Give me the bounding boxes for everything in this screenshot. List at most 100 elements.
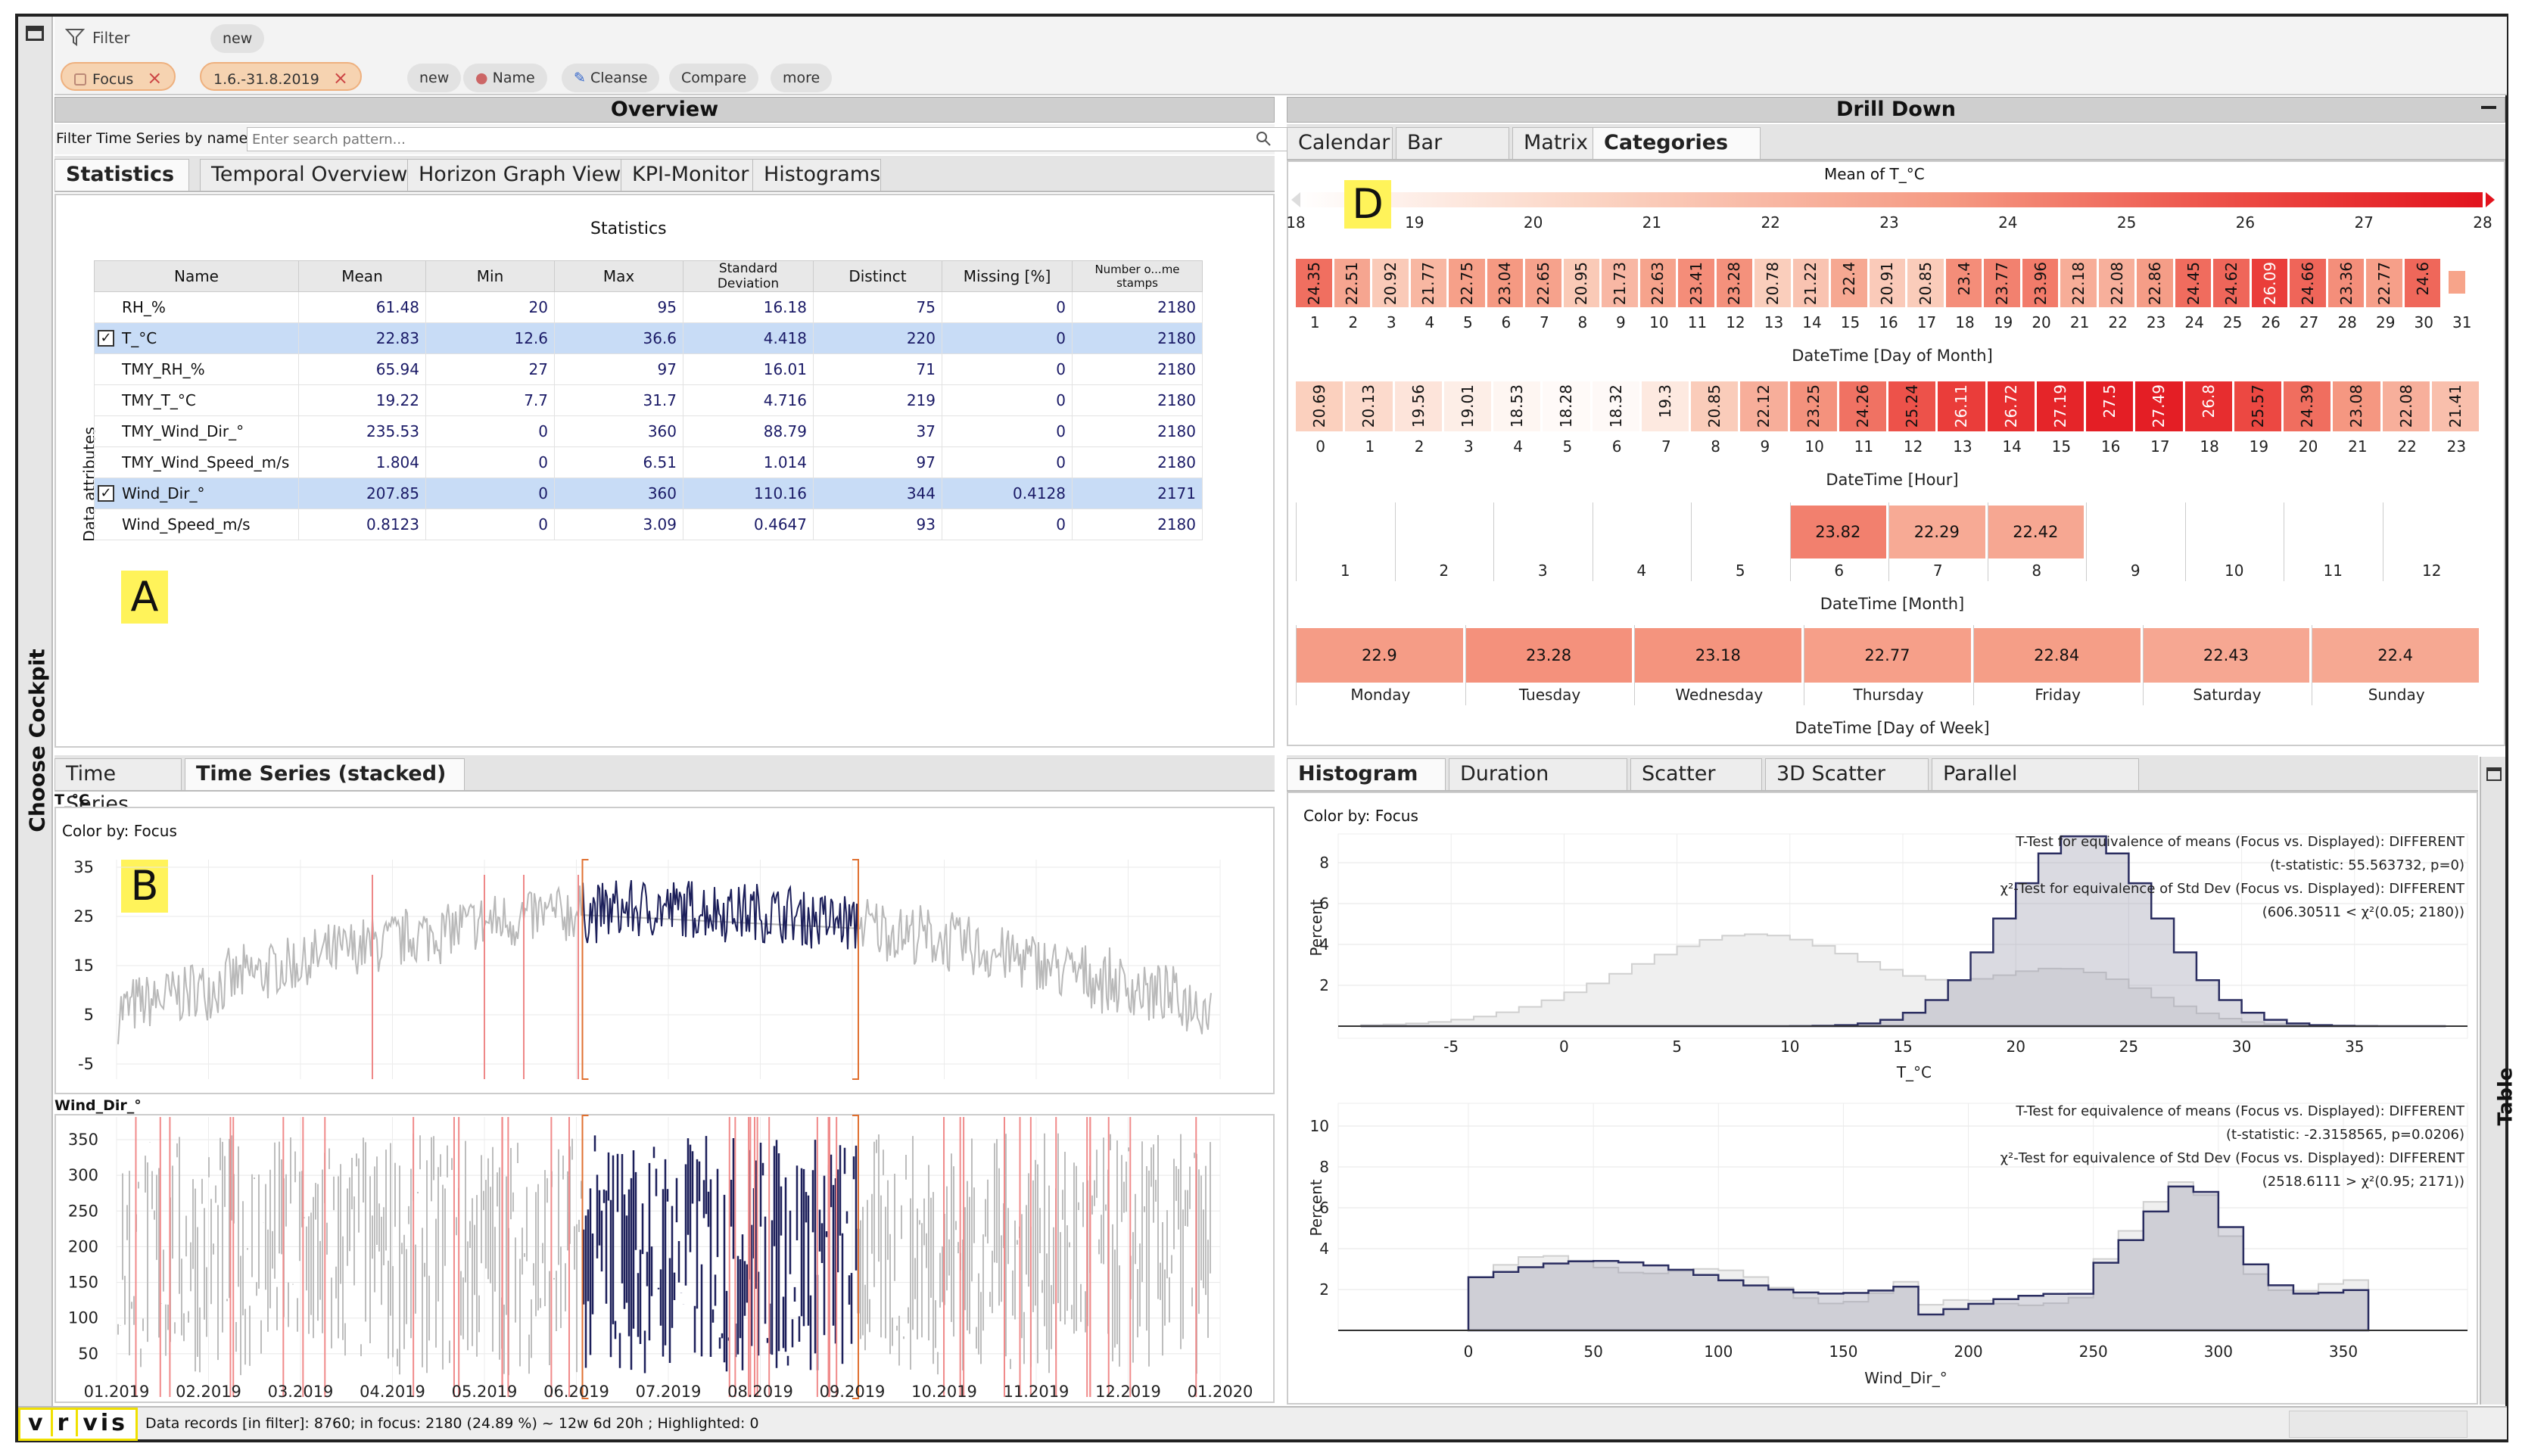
table-row[interactable]: Wind_Speed_m/s 0.8123 0 3.09 0.4647 93 0 2180 [94,509,1203,540]
table-row[interactable]: RH_% 61.48 20 95 16.18 75 0 2180 [94,291,1203,323]
category-cell[interactable]: 26.11 [1938,381,1985,431]
new-button[interactable]: new [407,64,462,92]
category-cell[interactable]: 22.08 [2382,381,2430,431]
compare-button[interactable]: Compare [669,64,759,92]
category-cell[interactable]: 22.43 [2142,628,2310,683]
category-cell[interactable]: 22.77 [1804,628,1971,683]
category-cell[interactable]: 22.84 [1972,628,2141,683]
tab-histograms[interactable]: Histograms [752,159,881,191]
cockpit-sidebar[interactable]: Choose Cockpit [18,17,53,1408]
column-header[interactable]: Name [94,260,299,292]
category-cell[interactable]: 23.77 [1984,259,2020,307]
category-cell[interactable]: 22.29 [1888,506,1985,558]
category-cell[interactable]: 24.6 [2404,259,2441,307]
category-cell[interactable]: 22.63 [1639,259,1677,307]
category-cell[interactable]: 24.26 [1839,381,1886,431]
new-filter-button[interactable]: new [210,24,265,53]
focus-chip-checkbox[interactable] [74,73,86,86]
table-row[interactable]: TMY_Wind_Dir_° 235.53 0 360 88.79 37 0 2180 [94,415,1203,447]
category-cell[interactable]: 22.65 [1525,259,1561,307]
table-row[interactable]: ✓ T_°C 22.83 12.6 36.6 4.418 220 0 2180 [94,322,1203,354]
column-header[interactable]: Number o...me stamps [1072,260,1203,292]
category-cell[interactable]: 23.82 [1789,506,1886,558]
column-header[interactable]: Missing [%] [942,260,1073,292]
category-cell[interactable]: 20.69 [1296,381,1344,431]
category-cell[interactable]: 24.35 [1296,259,1332,307]
category-cell[interactable]: 23.28 [1716,259,1753,307]
category-cell[interactable]: 23.25 [1789,381,1837,431]
close-icon[interactable]: × [147,67,163,89]
more-button[interactable]: more [771,64,833,92]
category-cell[interactable] [1691,506,1788,558]
window-icon[interactable] [2486,767,2502,781]
category-cell[interactable]: 22.12 [1740,381,1788,431]
category-cell[interactable]: 25.57 [2234,381,2281,431]
category-cell[interactable]: 24.45 [2175,259,2212,307]
category-cell[interactable]: 26.72 [1987,381,2035,431]
table-side-panel[interactable]: Table [2480,757,2517,1405]
category-cell[interactable]: 22.4 [2312,628,2479,683]
category-cell[interactable]: 20.85 [1907,259,1944,307]
category-cell[interactable] [2185,506,2282,558]
category-cell[interactable]: 23.4 [1945,259,1982,307]
category-cell[interactable]: 20.85 [1691,381,1739,431]
scale-left-handle-icon[interactable] [1290,191,1302,209]
category-cell[interactable] [1493,506,1590,558]
cleanse-button[interactable]: ✎ Cleanse [562,64,660,92]
tab-calendar[interactable]: Calendar [1287,127,1393,159]
table-row[interactable]: TMY_T_°C 19.22 7.7 31.7 4.716 219 0 2180 [94,384,1203,416]
column-header[interactable]: Standard Deviation [683,260,814,292]
category-cell[interactable]: 22.51 [1334,259,1371,307]
category-cell[interactable]: 24.66 [2290,259,2326,307]
close-icon[interactable]: × [332,67,348,89]
tab-time-series-stacked[interactable]: Time Series (stacked) [185,758,465,790]
name-button[interactable]: ● Name [463,64,547,92]
category-cell[interactable]: 23.04 [1487,259,1524,307]
row-checkbox[interactable]: ✓ [98,330,114,347]
search-input[interactable] [247,127,1329,151]
category-cell[interactable]: 23.28 [1465,628,1633,683]
category-cell[interactable]: 22.77 [2366,259,2402,307]
focus-chip[interactable]: Focus × [61,62,176,91]
category-cell[interactable]: 27.49 [2135,381,2183,431]
category-cell[interactable]: 27.5 [2086,381,2134,431]
tab-duration-curves[interactable]: Duration Curves [1449,758,1627,816]
tab-histogram[interactable]: Histogram [1287,758,1446,790]
category-cell[interactable]: 18.28 [1543,381,1590,431]
category-cell[interactable]: 22.08 [2098,259,2135,307]
column-header[interactable]: Distinct [813,260,942,292]
column-header[interactable]: Max [554,260,683,292]
category-cell[interactable]: 19.01 [1443,381,1491,431]
category-cell[interactable]: 22.86 [2137,259,2173,307]
time-series-chart[interactable]: 35 25 15 5 -5 350 300 250 200 150 100 50 01.2019 02.2… [54,807,1275,1405]
category-cell[interactable] [2086,506,2183,558]
category-cell[interactable]: 19.56 [1394,381,1442,431]
table-row[interactable]: TMY_RH_% 65.94 27 97 16.01 71 0 2180 [94,353,1203,385]
color-scale-bar[interactable] [1296,192,2483,207]
choose-cockpit-label[interactable]: Choose Cockpit [24,649,50,832]
column-header[interactable]: Mean [298,260,426,292]
category-cell[interactable]: 21.73 [1602,259,1638,307]
category-cell[interactable]: 23.08 [2333,381,2380,431]
row-checkbox[interactable]: ✓ [98,485,114,502]
tab-bar-chart[interactable]: Bar Chart [1396,127,1509,185]
category-cell[interactable]: 22.75 [1449,259,1485,307]
category-cell[interactable] [2383,506,2480,558]
category-cell[interactable]: 21.77 [1410,259,1447,307]
category-cell[interactable]: 21.22 [1792,259,1829,307]
tab-matrix[interactable]: Matrix [1512,127,1599,159]
tab-categories[interactable]: Categories [1593,127,1761,159]
category-cell[interactable] [1593,506,1689,558]
category-cell[interactable]: 24.62 [2213,259,2250,307]
category-cell[interactable]: 20.78 [1755,259,1791,307]
minimize-icon[interactable] [2481,106,2496,109]
tab-statistics[interactable]: Statistics [54,159,189,191]
scale-right-handle-icon[interactable] [2484,191,2496,209]
category-cell[interactable]: 21.41 [2431,381,2479,431]
category-cell[interactable]: 26.8 [2184,381,2232,431]
search-icon[interactable] [1255,130,1272,147]
tab-time-series[interactable]: Time Series [54,758,182,816]
date-range-chip[interactable]: 1.6.-31.8.2019 × [200,62,362,91]
category-cell[interactable]: 25.24 [1888,381,1936,431]
